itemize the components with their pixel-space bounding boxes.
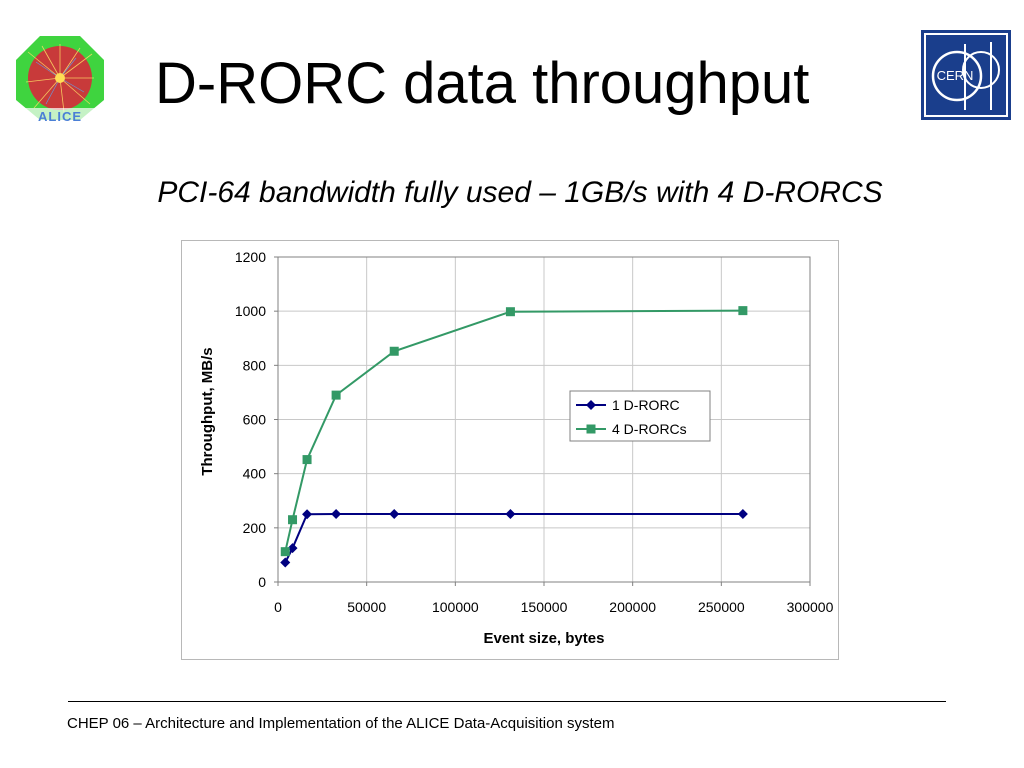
- data-point: [389, 346, 399, 356]
- data-point: [331, 390, 341, 400]
- alice-logo: ALICE: [14, 32, 106, 124]
- data-point: [738, 306, 748, 316]
- x-tick-label: 300000: [787, 599, 834, 615]
- data-point: [505, 509, 516, 520]
- legend-item: 4 D-RORCs: [576, 421, 687, 437]
- x-tick-label: 250000: [698, 599, 745, 615]
- legend-label: 4 D-RORCs: [612, 421, 687, 437]
- y-tick-label: 800: [243, 357, 267, 373]
- y-tick-label: 1000: [235, 303, 266, 319]
- alice-logo-icon: ALICE: [14, 36, 106, 124]
- cern-logo-text: CERN: [937, 68, 974, 83]
- data-point: [331, 509, 342, 520]
- data-point: [389, 509, 400, 520]
- x-tick-label: 200000: [609, 599, 656, 615]
- legend-label: 1 D-RORC: [612, 397, 680, 413]
- data-point: [737, 509, 748, 520]
- gridlines: [278, 257, 810, 582]
- x-tick-label: 100000: [432, 599, 479, 615]
- data-point: [302, 455, 312, 465]
- x-axis-label: Event size, bytes: [484, 630, 605, 647]
- slide-footer: CHEP 06 – Architecture and Implementatio…: [67, 715, 615, 732]
- y-axis-label: Throughput, MB/s: [199, 347, 216, 475]
- y-tick-labels: 0 200 400 600 800 1000 1200: [235, 249, 278, 590]
- x-tick-label: 150000: [521, 599, 568, 615]
- y-tick-label: 1200: [235, 249, 266, 265]
- data-point: [287, 543, 298, 554]
- legend-item: 1 D-RORC: [576, 397, 680, 413]
- y-tick-label: 200: [243, 520, 267, 536]
- alice-logo-text: ALICE: [38, 109, 82, 124]
- series-1: [280, 509, 748, 568]
- series-line: [284, 513, 743, 563]
- data-point: [302, 509, 313, 520]
- series-layer: [280, 306, 748, 568]
- cern-logo: CERN: [921, 30, 1011, 120]
- slide-title: D-RORC data throughput: [155, 51, 810, 116]
- chart-frame: 0 50000 100000 150000 200000 250000 300000 0 20…: [181, 240, 839, 660]
- y-tick-label: 600: [243, 412, 267, 428]
- legend-marker: [586, 400, 596, 410]
- x-tick-label: 0: [274, 599, 282, 615]
- chart-legend: 1 D-RORC 4 D-RORCs: [569, 390, 711, 442]
- series-2: [280, 306, 748, 557]
- data-point: [505, 307, 515, 317]
- y-tick-label: 400: [243, 466, 267, 482]
- data-point: [280, 557, 291, 568]
- x-tick-labels: 0 50000 100000 150000 200000 250000 300000: [274, 582, 834, 615]
- legend-marker: [586, 424, 596, 434]
- x-tick-label: 50000: [347, 599, 386, 615]
- y-tick-label: 0: [258, 574, 266, 590]
- throughput-chart: 0 50000 100000 150000 200000 250000 300000 0 20…: [199, 249, 834, 647]
- slide-subtitle: PCI-64 bandwidth fully used – 1GB/s with…: [157, 176, 883, 209]
- footer-divider: [68, 701, 946, 702]
- data-point: [280, 547, 290, 557]
- cern-logo-icon: CERN: [921, 30, 1011, 120]
- data-point: [288, 515, 298, 525]
